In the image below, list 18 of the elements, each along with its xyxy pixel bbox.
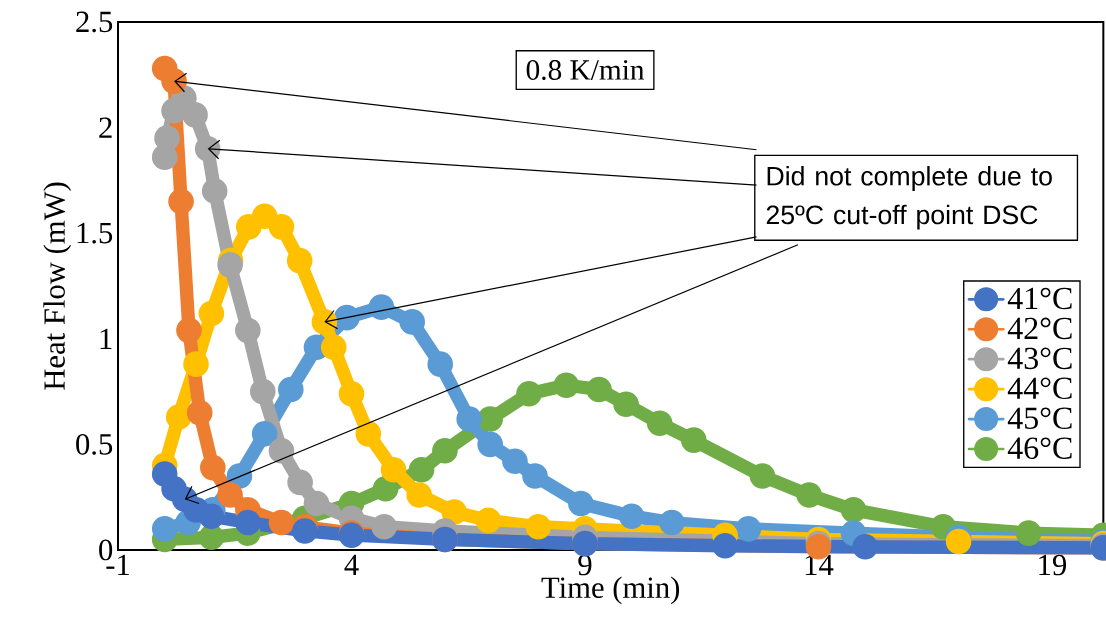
legend-label: 46°C [1007, 437, 1072, 459]
y-tick-label: 2 [99, 117, 112, 138]
annotation: 0.8 K/min [526, 60, 645, 80]
legend-label: 43°C [1007, 347, 1072, 370]
legend-label: 44°C [1007, 377, 1072, 400]
x-axis-title: Time (min) [541, 576, 680, 605]
y-tick-label: 0.5 [76, 433, 113, 455]
x-tick-label: 19 [1039, 554, 1067, 576]
x-tick-label: 4 [344, 554, 359, 575]
legend-label: 45°C [1007, 407, 1072, 430]
y-tick-label: 2.5 [76, 11, 113, 33]
y-tick-label: 1.5 [77, 222, 113, 244]
legend-label: 42°C [1007, 317, 1072, 340]
x-tick-label: 14 [805, 554, 834, 575]
y-tick-label: 1 [100, 328, 112, 349]
y-axis-title: Heat Flow (mW) [43, 182, 72, 390]
legend-label: 41°C [1007, 287, 1072, 310]
annotation: Did not complete due to 25ºC cut-off point DSC [766, 166, 1052, 230]
